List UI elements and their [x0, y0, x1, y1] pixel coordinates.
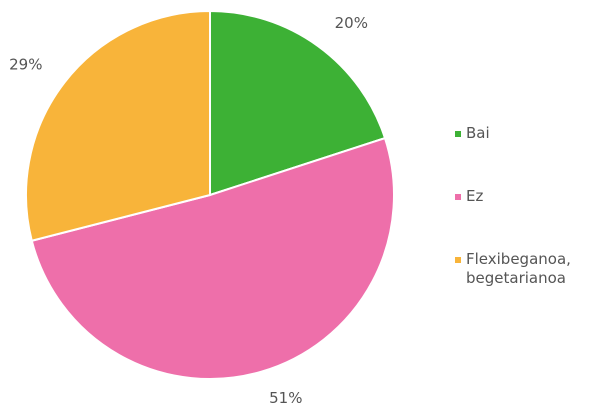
legend-label: Bai	[466, 124, 490, 142]
pie-slice	[30, 136, 395, 380]
legend-swatch	[455, 257, 461, 263]
legend-label: Flexibeganoa, begetarianoa	[466, 250, 571, 287]
pie-slice	[25, 9, 211, 242]
legend-swatch	[455, 131, 461, 137]
data-label: 51%	[269, 389, 302, 403]
legend-item: Bai	[455, 124, 595, 143]
legend-item: Flexibeganoa, begetarianoa	[455, 250, 595, 288]
data-label: 29%	[9, 56, 42, 74]
data-label: 20%	[335, 14, 368, 32]
legend-label: Ez	[466, 187, 484, 205]
pie-slice	[209, 9, 387, 197]
legend-item: Ez	[455, 187, 595, 206]
legend-swatch	[455, 194, 461, 200]
